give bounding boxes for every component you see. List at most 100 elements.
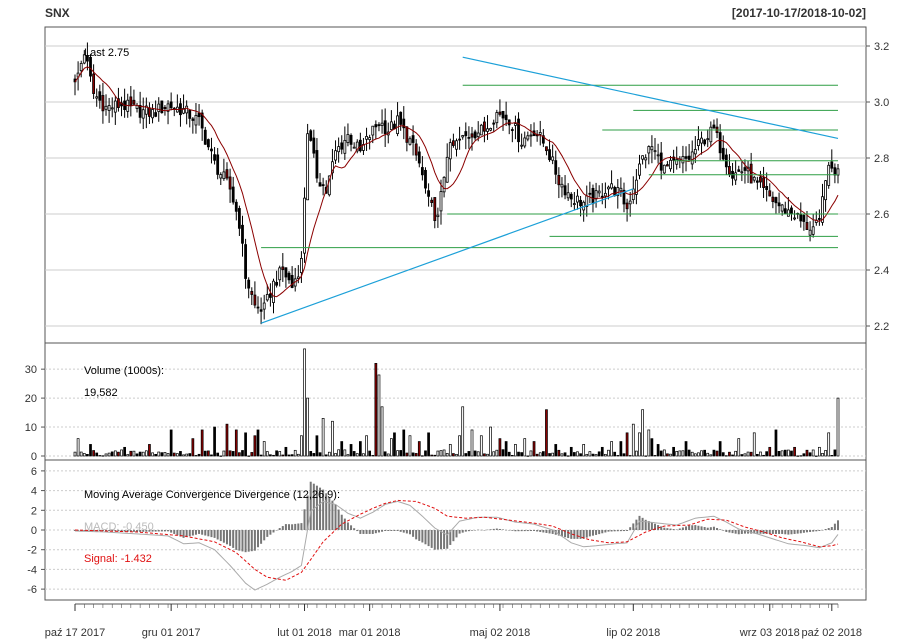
price-candle (749, 152, 753, 184)
macd-histogram-bar (315, 485, 318, 530)
candle-body (625, 202, 629, 210)
candle-body (709, 126, 713, 143)
candle-body (352, 146, 356, 149)
candle-body (538, 132, 542, 135)
volume-bar (293, 449, 297, 457)
macd-histogram-bar (582, 530, 585, 539)
macd-histogram-bar (201, 530, 204, 535)
macd-histogram-bar (756, 530, 759, 534)
candle-body (92, 73, 96, 94)
macd-histogram-bar (812, 530, 815, 532)
volume-bar (554, 444, 558, 457)
macd-histogram-bar (176, 530, 179, 536)
macd-histogram-bar (836, 520, 840, 530)
volume-bar (191, 438, 195, 457)
candle-body (790, 207, 793, 215)
price-candle (253, 281, 257, 309)
price-candle (225, 162, 229, 181)
macd-histogram-bar (408, 530, 411, 535)
macd-histogram-bar (557, 530, 560, 536)
price-candle (113, 96, 117, 125)
volume-bar (573, 452, 576, 457)
macd-histogram-bar (759, 530, 762, 534)
volume-bar (172, 452, 176, 457)
volume-bar (548, 453, 551, 457)
macd-tick-label: -6 (27, 584, 37, 596)
macd-histogram-bar (517, 530, 520, 532)
price-candle (95, 88, 99, 107)
macd-histogram-bar (731, 530, 734, 534)
price-candle (79, 60, 83, 78)
volume-bar (424, 450, 427, 457)
price-candle (355, 139, 359, 154)
volume-bar (222, 450, 226, 457)
price-candle (194, 103, 198, 134)
volume-bar (79, 451, 83, 457)
volume-bar (377, 374, 381, 457)
macd-histogram-bar (322, 489, 325, 530)
x-tick-label: lut 01 2018 (277, 627, 331, 639)
volume-bar (737, 438, 741, 457)
volume-bar (228, 450, 232, 457)
candle-body (160, 100, 164, 114)
macd-histogram-bar (210, 530, 213, 538)
price-candle (557, 167, 561, 199)
candle-body (728, 165, 731, 175)
price-tick-label: 2.2 (874, 321, 889, 333)
candle-body (492, 122, 496, 125)
price-candle (712, 119, 716, 129)
volume-bar (200, 429, 204, 457)
macd-histogram-bar (405, 530, 408, 534)
price-candle (250, 287, 254, 306)
macd-line (74, 500, 839, 591)
price-candle (455, 138, 458, 157)
volume-bar (355, 453, 359, 457)
price-candle (777, 192, 781, 214)
candle-body (520, 144, 524, 147)
price-candle (802, 214, 806, 231)
macd-histogram-bar (331, 500, 334, 530)
candle-body (318, 182, 322, 187)
candle-body (638, 163, 641, 176)
candle-body (771, 196, 775, 202)
macd-histogram-bar (163, 530, 166, 532)
volume-tick-label: 10 (25, 422, 37, 434)
volume-bar (793, 446, 796, 457)
price-candle (132, 89, 136, 106)
candle-body (265, 294, 269, 301)
candle-body (346, 134, 350, 143)
candle-body (219, 174, 223, 179)
volume-bar (507, 451, 511, 457)
macd-histogram-bar (232, 530, 235, 548)
candle-body (613, 186, 617, 197)
price-candle (228, 168, 232, 203)
price-candle (492, 119, 496, 132)
macd-histogram-bar (83, 530, 86, 531)
macd-histogram-bar (660, 526, 663, 530)
volume-bar (182, 454, 185, 457)
volume-bar (113, 450, 117, 457)
candle-body (622, 189, 626, 205)
volume-bar (132, 450, 136, 457)
candle-body (222, 171, 226, 180)
macd-histogram-bar (768, 530, 771, 534)
candle-body (439, 191, 443, 212)
candle-body (489, 128, 493, 131)
volume-bar (566, 455, 570, 457)
macd-histogram-bar (753, 530, 756, 534)
volume-bar (458, 435, 461, 457)
price-candle (175, 94, 179, 113)
price-candle (206, 138, 210, 151)
macd-histogram-bar (818, 530, 821, 531)
candle-body (315, 150, 319, 179)
volume-bar (467, 451, 471, 457)
macd-histogram-bar (284, 524, 287, 530)
candle-body (132, 99, 136, 105)
macd-histogram-bar (350, 525, 353, 530)
candle-body (644, 157, 648, 161)
macd-tick-label: -4 (27, 564, 37, 576)
candle-body (768, 190, 772, 197)
candle-body (566, 192, 570, 199)
macd-histogram-bar (784, 530, 787, 535)
